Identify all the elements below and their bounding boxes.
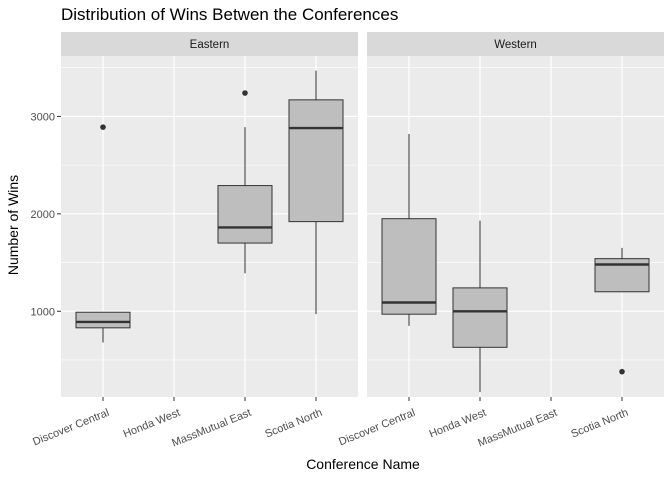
box-discover-central bbox=[381, 133, 437, 326]
facet-strip-label: Eastern bbox=[190, 39, 230, 51]
box-iqr bbox=[381, 218, 437, 315]
y-axis-title: Number of Wins bbox=[5, 175, 21, 275]
x-tick-label: MassMutual East bbox=[476, 407, 559, 450]
x-axis-title: Conference Name bbox=[306, 456, 420, 472]
box-discover-central bbox=[75, 124, 131, 343]
x-tick-label: Honda West bbox=[428, 407, 488, 441]
x-tick-label: MassMutual East bbox=[170, 407, 253, 450]
box-iqr bbox=[288, 99, 344, 223]
box-scotia-north bbox=[594, 247, 650, 375]
facet-eastern: Eastern Discover Central Honda WestMassMut… bbox=[31, 32, 358, 450]
outlier-point bbox=[100, 124, 106, 130]
box-iqr bbox=[75, 311, 131, 329]
box-scotia-north bbox=[288, 70, 344, 315]
facet-panels: 1000 2000 3000 Eastern Discover Central Honda… bbox=[31, 32, 664, 450]
x-tick-label: Honda West bbox=[122, 407, 182, 441]
box-iqr bbox=[452, 287, 508, 348]
outlier-point bbox=[619, 368, 625, 375]
x-tick-label: Scotia North bbox=[569, 407, 630, 441]
facet-strip-label: Western bbox=[494, 39, 537, 51]
box-iqr bbox=[217, 185, 273, 244]
facet-strip bbox=[61, 32, 358, 56]
x-tick-label: Scotia North bbox=[263, 407, 324, 441]
y-tick-label: 1000 bbox=[31, 306, 55, 318]
y-tick-label: 2000 bbox=[31, 209, 55, 221]
y-tick-label: 3000 bbox=[31, 111, 55, 123]
facet-western: Western Discover Central Honda WestMassMut… bbox=[337, 32, 664, 450]
box-massmutual-east bbox=[217, 90, 273, 274]
box-honda-west bbox=[452, 220, 508, 393]
facet-strip bbox=[367, 32, 664, 56]
chart-title: Distribution of Wins Betwen the Conferen… bbox=[61, 5, 398, 24]
x-tick-label: Discover Central bbox=[337, 407, 417, 449]
outlier-point bbox=[242, 90, 248, 96]
x-tick-label: Discover Central bbox=[31, 407, 111, 449]
